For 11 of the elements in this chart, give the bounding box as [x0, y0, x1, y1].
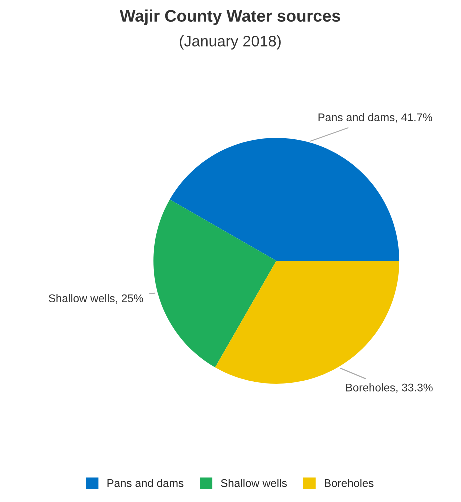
pie-slice: [215, 261, 400, 384]
data-label: Pans and dams, 41.7%: [318, 113, 432, 123]
legend-label: Pans and dams: [108, 479, 184, 488]
chart-subtitle: (January 2018): [180, 36, 281, 50]
legend-label: Shallow wells: [221, 479, 288, 488]
pie-slice: [170, 138, 400, 262]
legend-label: Boreholes: [325, 479, 374, 488]
data-label: Shallow wells, 25%: [49, 294, 144, 304]
chart-title: Wajir County Water sources: [120, 10, 340, 26]
data-label: Boreholes, 33.3%: [346, 384, 433, 394]
pie-slice: [154, 200, 277, 368]
